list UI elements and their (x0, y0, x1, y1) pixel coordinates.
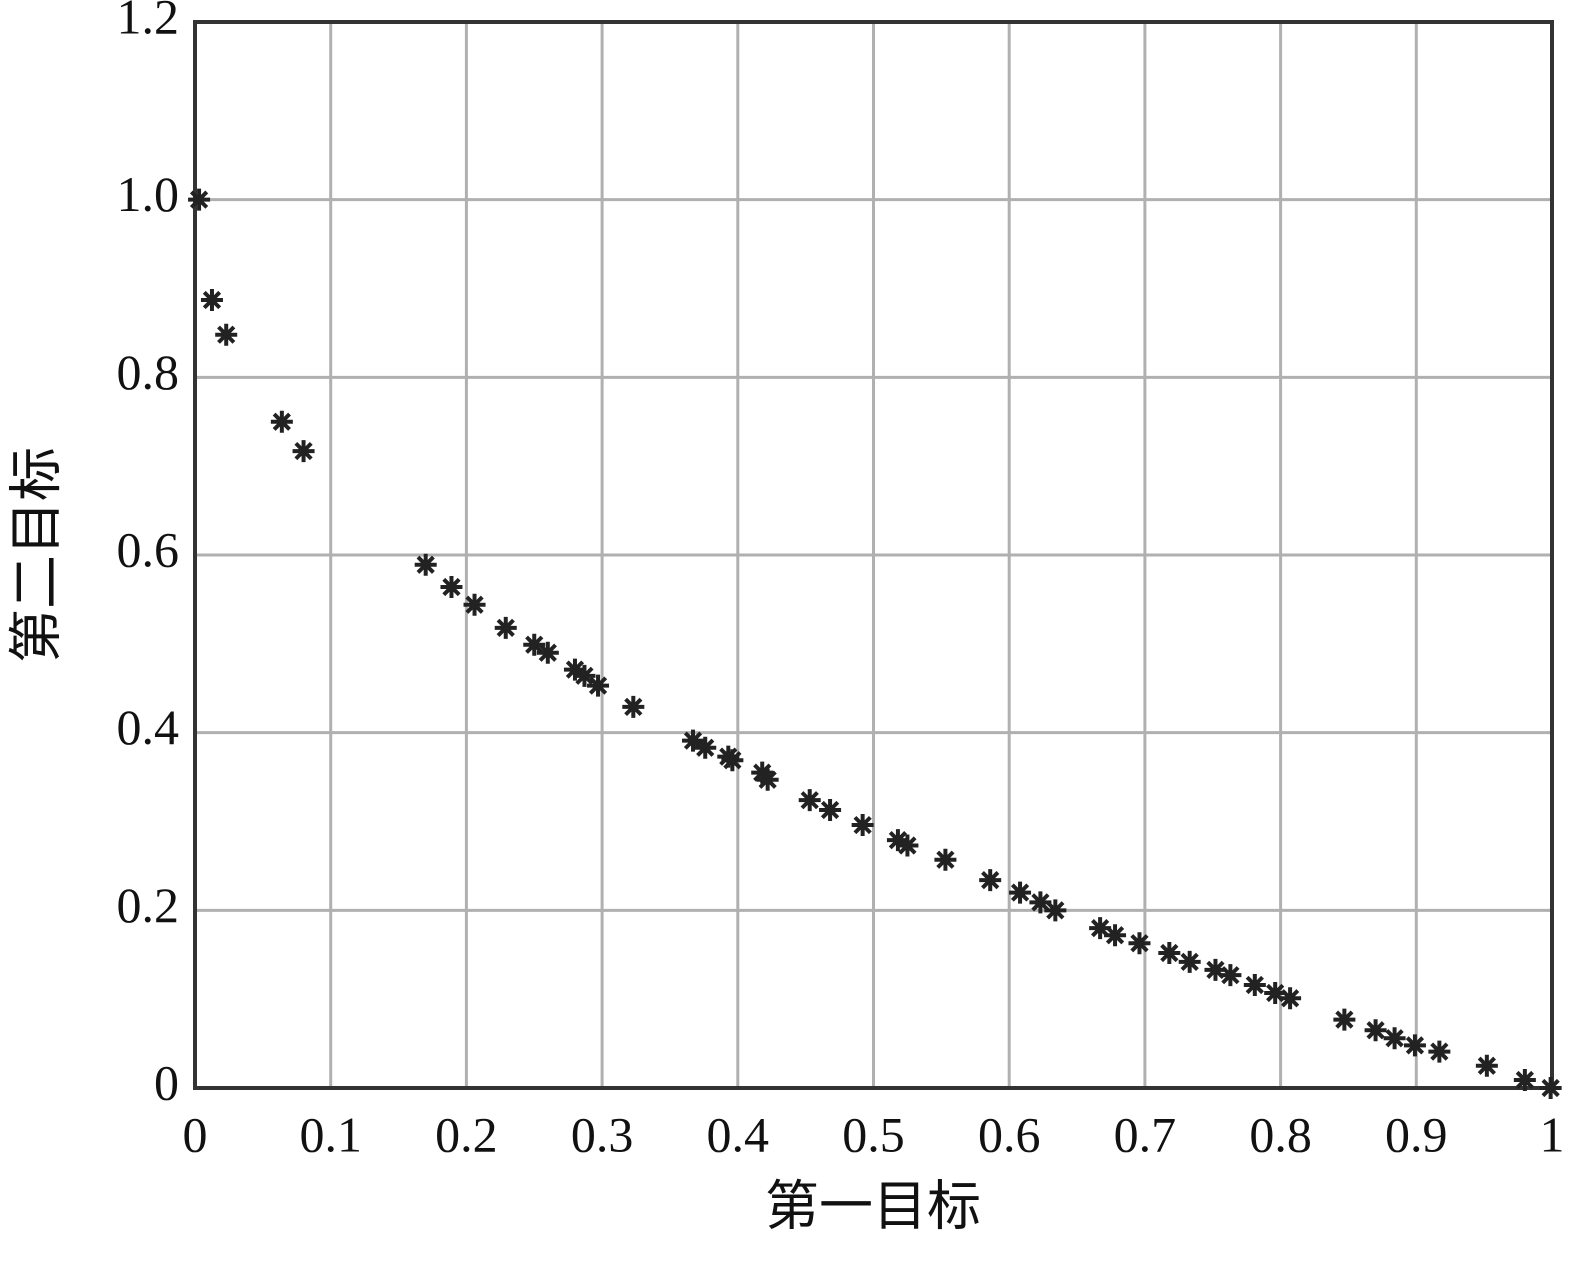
x-tick-label: 0.2 (435, 1106, 498, 1162)
x-axis-label: 第一目标 (765, 1176, 981, 1236)
scatter-point (215, 323, 238, 346)
x-tick-label: 0.4 (707, 1106, 770, 1162)
y-tick-label: 1.0 (117, 166, 180, 222)
scatter-point (1128, 932, 1151, 955)
scatter-point (798, 789, 821, 812)
scatter-point (1333, 1008, 1356, 1031)
scatter-point (886, 829, 909, 852)
scatter-point (1279, 987, 1302, 1010)
scatter-point (1383, 1027, 1406, 1050)
scatter-point (896, 834, 919, 857)
scatter-point (1204, 958, 1227, 981)
scatter-point (1089, 917, 1112, 940)
scatter-point (694, 736, 717, 759)
x-tick-label: 0.6 (978, 1106, 1041, 1162)
y-tick-label: 0 (154, 1054, 179, 1110)
scatter-point (494, 616, 517, 639)
scatter-point (851, 814, 874, 837)
scatter-point (1044, 899, 1067, 922)
scatter-point (463, 593, 486, 616)
scatter-point (721, 749, 744, 772)
scatter-point (414, 553, 437, 576)
scatter-point (756, 768, 779, 791)
y-tick-label: 1.2 (117, 0, 180, 44)
scatter-point (1475, 1054, 1498, 1077)
y-axis-label: 第二目标 (6, 447, 66, 663)
scatter-point (200, 289, 223, 312)
scatter-point (1158, 941, 1181, 964)
scatter-point (1403, 1034, 1426, 1057)
scatter-point (270, 410, 293, 433)
plot-frame (193, 20, 1554, 1090)
scatter-point (573, 664, 596, 687)
x-tick-label: 0.7 (1114, 1106, 1177, 1162)
y-tick-label: 0.4 (117, 699, 180, 755)
scatter-point (1539, 1077, 1562, 1099)
scatter-point (622, 695, 645, 718)
y-tick-label: 0.8 (117, 344, 180, 400)
x-tick-label: 0.5 (842, 1106, 905, 1162)
scatter-point (188, 188, 211, 211)
scatter-point (979, 869, 1002, 892)
scatter-point (1029, 891, 1052, 914)
scatter-point (1364, 1019, 1387, 1042)
x-tick-label: 1 (1540, 1106, 1565, 1162)
scatter-point (523, 633, 546, 656)
x-tick-label: 0.1 (299, 1106, 362, 1162)
y-tick-label: 0.2 (117, 877, 180, 933)
scatter-point (440, 575, 463, 598)
scatter-point (587, 674, 610, 697)
scatter-point (1178, 950, 1201, 973)
scatter-point (1264, 981, 1287, 1004)
scatter-point (1009, 881, 1032, 904)
scatter-point (563, 658, 586, 681)
x-tick-label: 0.9 (1385, 1106, 1448, 1162)
scatter-point (1104, 924, 1127, 947)
scatter-point (536, 641, 559, 664)
scatter-point (682, 729, 705, 752)
scatter-point (1219, 964, 1242, 987)
scatter-point (292, 440, 315, 463)
scatter-point (819, 798, 842, 821)
scatter-point (1428, 1040, 1451, 1063)
scatter-point (1513, 1069, 1536, 1092)
scatter-point (1243, 973, 1266, 996)
x-tick-label: 0 (183, 1106, 208, 1162)
y-tick-label: 0.6 (117, 521, 180, 577)
scatter-point (934, 848, 957, 871)
x-tick-label: 0.3 (571, 1106, 634, 1162)
x-tick-label: 0.8 (1249, 1106, 1312, 1162)
